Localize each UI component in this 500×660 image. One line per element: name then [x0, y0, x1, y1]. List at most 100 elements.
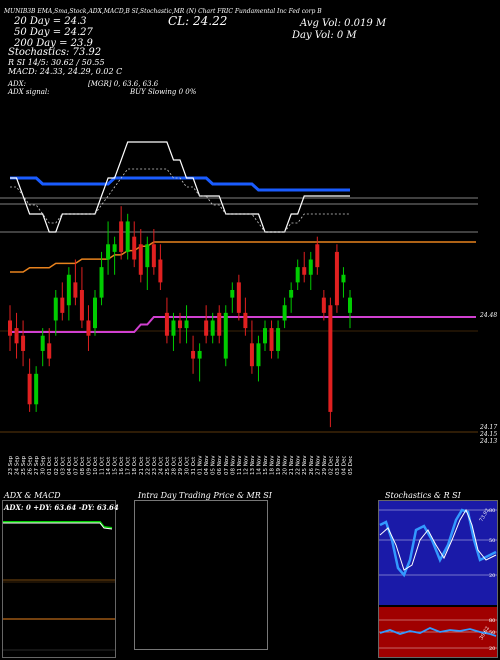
intraday-panel-title: Intra Day Trading Price & MR SI	[138, 491, 272, 500]
stochastics-label: Stochastics: 73.92	[8, 47, 102, 58]
x-tick-label: 25 Nov	[302, 455, 308, 475]
candle-body	[184, 320, 189, 329]
candle-body	[178, 320, 182, 329]
candle-body	[302, 267, 307, 275]
x-tick-label: 20 Nov	[283, 455, 289, 475]
ema50-label: 50 Day = 24.27	[14, 27, 93, 38]
x-tick-label: 14 Nov	[256, 455, 262, 475]
x-tick-label: 06 Nov	[217, 455, 223, 475]
candle-body	[14, 328, 19, 344]
x-tick-label: 24 Sep	[15, 455, 21, 475]
x-tick-label: 04 Oct	[67, 456, 73, 475]
candle-body	[60, 297, 65, 313]
candle-body	[210, 320, 215, 336]
ema20-dotted-line	[10, 168, 350, 233]
candle-body	[66, 274, 71, 306]
x-tick-label: 01 Oct	[47, 456, 53, 475]
price-label-upper: 24.48	[480, 312, 498, 319]
candle-body	[223, 312, 228, 359]
candle-body	[138, 244, 143, 275]
x-tick-label: 12 Nov	[243, 455, 249, 475]
x-tick-label: 15 Oct	[113, 456, 119, 475]
candle-body	[27, 373, 32, 405]
candle-body	[308, 259, 313, 275]
candle-body	[341, 274, 346, 283]
close-label: CL: 24.22	[168, 14, 228, 28]
x-tick-label: 30 Oct	[185, 456, 191, 475]
candle-body	[191, 350, 196, 359]
stoch-panel-title: Stochastics & R SI	[385, 491, 461, 500]
candle-body	[112, 244, 117, 252]
candle-body	[145, 244, 150, 268]
candle-body	[269, 328, 274, 351]
adx-panel	[2, 500, 116, 658]
candle-body	[158, 259, 163, 283]
candle-body	[328, 305, 333, 412]
x-tick-label: 22 Nov	[296, 455, 302, 475]
avg-vol-label: Avg Vol: 0.019 M	[300, 18, 387, 29]
x-tick-label: 07 Oct	[73, 456, 79, 475]
candle-body	[8, 320, 12, 336]
candle-body	[106, 244, 111, 260]
x-tick-label: 18 Nov	[270, 455, 276, 475]
candle-body	[79, 290, 84, 321]
x-tick-label: 21 Nov	[289, 455, 295, 475]
x-tick-label: 28 Oct	[171, 456, 177, 475]
x-tick-label: 11 Oct	[100, 456, 106, 475]
x-tick-label: 25 Oct	[165, 456, 171, 475]
x-tick-label: 16 Oct	[119, 456, 125, 475]
x-tick-label: 08 Nov	[230, 455, 236, 475]
candle-body	[348, 297, 352, 313]
day-vol-label: Day Vol: 0 M	[292, 30, 357, 41]
price-label-low-3: 24.13	[480, 438, 498, 445]
x-tick-label: 05 Nov	[211, 455, 217, 475]
mgr-label: [MGR] 0, 63.6, 63.6	[88, 80, 159, 88]
candle-body	[236, 282, 241, 313]
x-tick-label: 04 Dec	[341, 456, 347, 475]
x-tick-label: 09 Oct	[86, 456, 92, 475]
adx-label: ADX:	[8, 80, 27, 88]
stoch-panel	[378, 500, 498, 658]
stoch-level-label: 50	[489, 538, 495, 544]
candle-body	[197, 350, 202, 359]
x-tick-label: 10 Oct	[93, 456, 99, 475]
x-tick-label: 22 Oct	[145, 456, 151, 475]
x-tick-label: 02 Oct	[54, 456, 60, 475]
x-tick-label: 29 Nov	[322, 455, 328, 475]
header-top-line: MUNIB3B EMA,Sma,Stock,ADX,MACD,B SI,Stoc…	[4, 8, 322, 15]
ema20-label: 20 Day = 24.3	[14, 16, 87, 27]
buy-signal-label: BUY Slowing 0 0%	[130, 88, 197, 96]
x-tick-label: 13 Nov	[250, 455, 256, 475]
stoch-d-line	[379, 508, 497, 571]
candle-body	[282, 305, 287, 321]
candle-body	[171, 320, 176, 336]
candle-body	[151, 244, 156, 268]
candle-body	[295, 267, 300, 283]
rsi-level-label: 50	[489, 630, 495, 636]
x-tick-label: 27 Nov	[315, 455, 321, 475]
x-tick-label: 01 Nov	[198, 455, 204, 475]
x-tick-label: 29 Oct	[178, 456, 184, 475]
price-label-low-2: 24.15	[480, 431, 498, 438]
x-tick-label: 08 Oct	[80, 456, 86, 475]
main-price-chart: 23 Sep 24 Sep 25 Sep 26 Sep 27 Sep 30 Sep 01 O…	[0, 141, 478, 475]
stoch-level-label: 20	[489, 573, 495, 579]
ema200-line	[10, 241, 350, 273]
x-tick-label: 27 Sep	[34, 455, 40, 475]
rsi-label: R SI 14/5: 30.62 / 50.55	[8, 58, 105, 67]
candle-body	[21, 335, 26, 351]
adx-values: ADX: 0 +DY: 63.64 -DY: 63.64	[4, 503, 119, 512]
x-tick-label: 26 Sep	[28, 455, 34, 475]
x-tick-label: 15 Nov	[263, 455, 269, 475]
candle-body	[334, 251, 339, 306]
macd-label: MACD: 24.33, 24.29, 0.02 C	[8, 67, 123, 76]
candle-body	[164, 312, 169, 336]
x-tick-label: 11 Nov	[237, 455, 243, 475]
x-tick-label: 23 Oct	[152, 456, 158, 475]
candle-body	[276, 328, 281, 351]
x-tick-label: 02 Dec	[328, 456, 334, 475]
x-tick-label: 03 Oct	[60, 456, 66, 475]
candle-body	[86, 320, 91, 336]
candle-body	[256, 343, 261, 367]
